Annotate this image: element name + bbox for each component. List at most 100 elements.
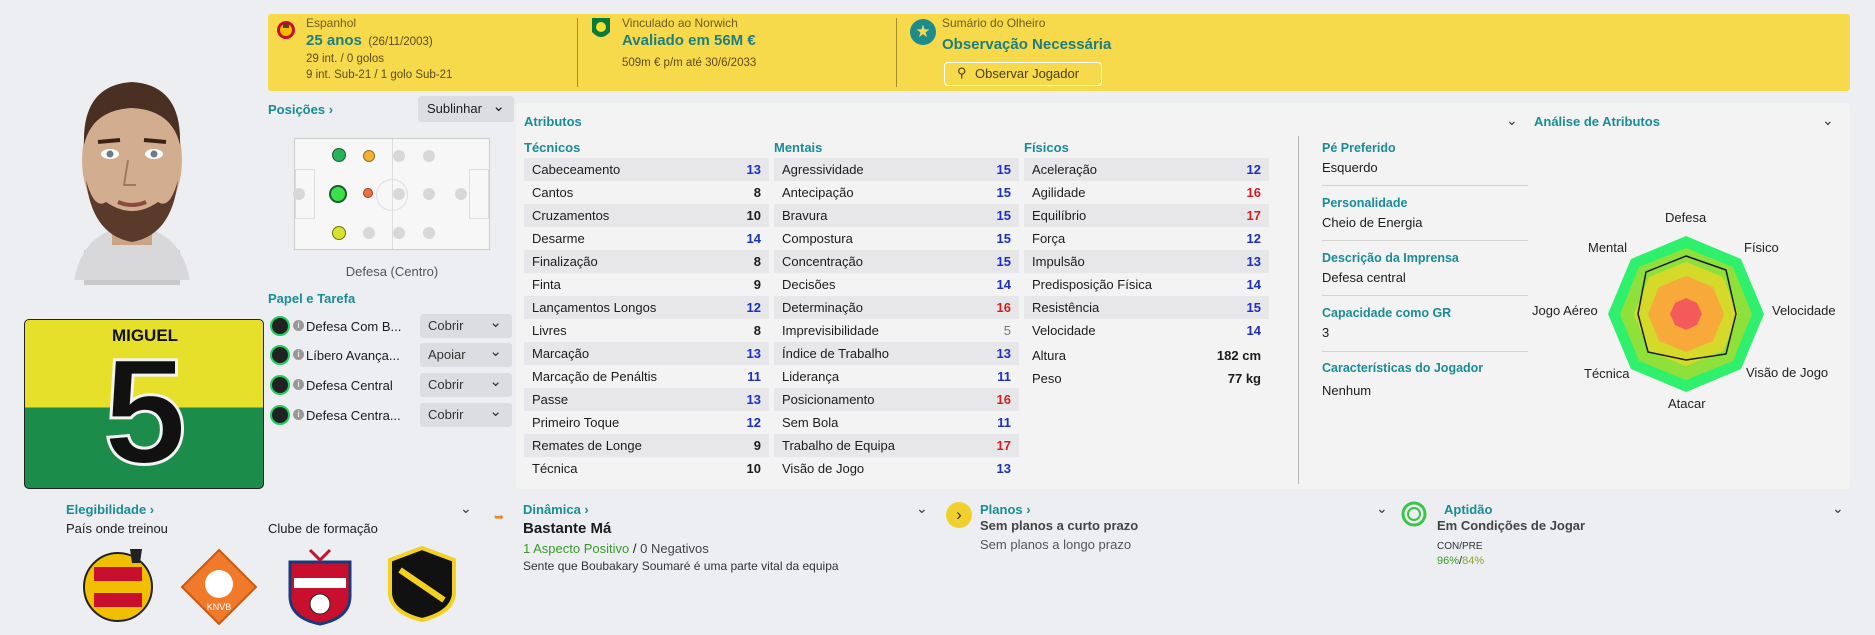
age-line: 25 anos (26/11/2003) [306, 32, 433, 50]
attribute-row[interactable]: Resistência 15 [1024, 296, 1269, 319]
chevron-down-icon[interactable]: ⌄ [1832, 500, 1844, 516]
attribute-row[interactable]: Marcação de Penáltis 11 [524, 365, 769, 388]
position-dot [293, 188, 305, 200]
attribute-row[interactable]: Bravura 15 [774, 204, 1019, 227]
attribute-row[interactable]: Livres 8 [524, 319, 769, 342]
attribute-value: 10 [746, 208, 761, 223]
attribute-value: 12 [746, 300, 761, 315]
info-icon[interactable]: i [293, 320, 304, 331]
svg-text:KNVB: KNVB [207, 602, 232, 612]
attribute-row[interactable]: Agilidade 16 [1024, 181, 1269, 204]
attribute-name: Força [1032, 231, 1066, 246]
attribute-value: 13 [746, 162, 761, 177]
shirt-number: 5 [102, 327, 188, 489]
duty-dropdown[interactable]: Cobrir [420, 313, 512, 338]
role-row[interactable]: i Líbero Avança... Apoiar [270, 342, 516, 369]
attribute-name: Compostura [782, 231, 853, 246]
attribute-row[interactable]: Cantos 8 [524, 181, 769, 204]
attribute-value: 12 [1246, 231, 1261, 246]
attribute-row[interactable]: Primeiro Toque 12 [524, 411, 769, 434]
attribute-row[interactable]: Equilíbrio 17 [1024, 204, 1269, 227]
eligibility-title-link[interactable]: Elegibilidade › [66, 502, 154, 517]
radar-label-speed: Velocidade [1772, 303, 1836, 318]
spain-crest-icon [277, 21, 295, 39]
chevron-down-icon[interactable]: ⌄ [1822, 112, 1834, 128]
chevron-down-icon[interactable]: ⌄ [916, 500, 928, 516]
chevron-down-icon: ⌄ [492, 98, 505, 115]
divider [1322, 351, 1528, 352]
gk-ability-label: Capacidade como GR [1322, 306, 1452, 320]
media-description-value: Defesa central [1322, 270, 1406, 285]
fitness-status: Em Condições de Jogar [1437, 518, 1586, 533]
attribute-row[interactable]: Antecipação 15 [774, 181, 1019, 204]
attribute-row[interactable]: Compostura 15 [774, 227, 1019, 250]
attribute-row[interactable]: Agressividade 15 [774, 158, 1019, 181]
attribute-row[interactable]: Força 12 [1024, 227, 1269, 250]
attribute-value: 16 [1246, 185, 1261, 200]
attribute-row[interactable]: Predisposição Física 14 [1024, 273, 1269, 296]
attribute-value: 13 [996, 346, 1011, 361]
radar-label-aerial: Jogo Aéreo [1532, 303, 1598, 318]
attribute-row[interactable]: Impulsão 13 [1024, 250, 1269, 273]
attribute-row[interactable]: Trabalho de Equipa 17 [774, 434, 1019, 457]
chevron-down-icon[interactable]: ⌄ [1376, 500, 1388, 516]
role-suitability-icon [270, 375, 290, 395]
role-row[interactable]: i Defesa Central Cobrir [270, 372, 516, 399]
attribute-row[interactable]: Posicionamento 16 [774, 388, 1019, 411]
attribute-row[interactable]: Visão de Jogo 13 [774, 457, 1019, 480]
role-suitability-icon [270, 316, 290, 336]
attribute-row[interactable]: Cabeceamento 13 [524, 158, 769, 181]
positions-title: Posições [268, 102, 326, 117]
attribute-row[interactable]: Desarme 14 [524, 227, 769, 250]
weight-value: 77 kg [1227, 371, 1261, 386]
attribute-row[interactable]: Cruzamentos 10 [524, 204, 769, 227]
sharpness-value: 84% [1462, 555, 1485, 567]
attribute-row[interactable]: Técnica 10 [524, 457, 769, 480]
attribute-row[interactable]: Determinação 16 [774, 296, 1019, 319]
attribute-name: Bravura [782, 208, 828, 223]
attribute-row[interactable]: Finta 9 [524, 273, 769, 296]
attribute-name: Velocidade [1032, 323, 1096, 338]
media-description-label: Descrição da Imprensa [1322, 251, 1459, 265]
attribute-row[interactable]: Marcação 13 [524, 342, 769, 365]
attribute-row[interactable]: Sem Bola 11 [774, 411, 1019, 434]
attribute-value: 14 [1246, 277, 1261, 292]
chevron-down-icon[interactable]: ⌄ [460, 500, 472, 516]
attribute-row[interactable]: Velocidade 14 [1024, 319, 1269, 342]
attribute-row[interactable]: Aceleração 12 [1024, 158, 1269, 181]
attribute-row[interactable]: Decisões 14 [774, 273, 1019, 296]
attribute-row[interactable]: Lançamentos Longos 12 [524, 296, 769, 319]
position-dot [423, 227, 435, 239]
plans-title-link[interactable]: Planos › [980, 502, 1031, 517]
attribute-row[interactable]: Finalização 8 [524, 250, 769, 273]
duty-dropdown[interactable]: Apoiar [420, 342, 512, 367]
role-row[interactable]: i Defesa Com B... Cobrir [270, 313, 516, 340]
attribute-row[interactable]: Liderança 11 [774, 365, 1019, 388]
attribute-row[interactable]: Concentração 15 [774, 250, 1019, 273]
attribute-analysis-title: Análise de Atributos [1534, 114, 1660, 129]
duty-dropdown[interactable]: Cobrir [420, 402, 512, 427]
attribute-value: 11 [997, 369, 1011, 384]
attribute-name: Cantos [532, 185, 574, 200]
info-icon[interactable]: i [293, 379, 304, 390]
attribute-name: Técnica [532, 461, 578, 476]
attribute-row[interactable]: Passe 13 [524, 388, 769, 411]
scout-player-button[interactable]: ⚲ Observar Jogador [944, 62, 1102, 86]
attribute-name: Lançamentos Longos [532, 300, 657, 315]
role-row[interactable]: i Defesa Centra... Cobrir [270, 402, 516, 429]
player-traits-value: Nenhum [1322, 383, 1372, 398]
positions-title-link[interactable]: Posições › [268, 102, 333, 117]
attribute-name: Posicionamento [782, 392, 875, 407]
highlight-dropdown[interactable]: Sublinhar ⌄ [418, 96, 514, 122]
banner-divider [896, 18, 897, 87]
attribute-row[interactable]: Remates de Longe 9 [524, 434, 769, 457]
attribute-name: Liderança [782, 369, 840, 384]
attribute-row[interactable]: Imprevisibilidade 5 [774, 319, 1019, 342]
duty-dropdown[interactable]: Cobrir [420, 372, 512, 397]
position-dot-selected [329, 185, 347, 203]
attribute-row[interactable]: Índice de Trabalho 13 [774, 342, 1019, 365]
info-icon[interactable]: i [293, 349, 304, 360]
chevron-down-icon[interactable]: ⌄ [1506, 112, 1518, 128]
dynamics-title-link[interactable]: Dinâmica › [523, 502, 589, 517]
info-icon[interactable]: i [293, 409, 304, 420]
